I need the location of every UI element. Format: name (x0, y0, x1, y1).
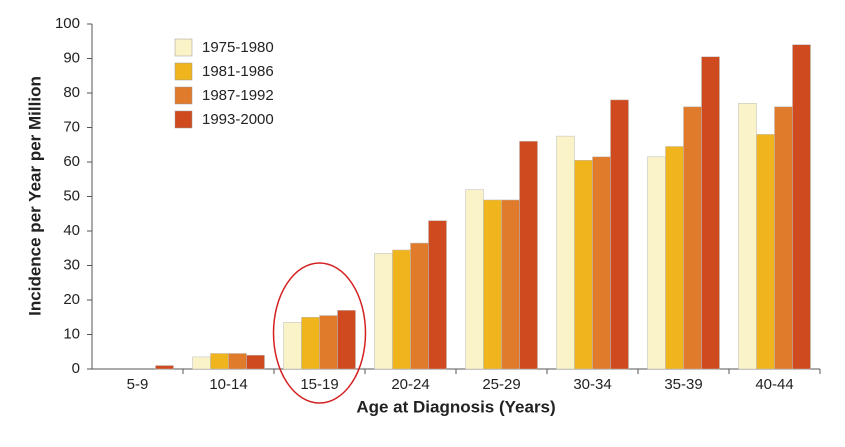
x-tick-label: 15-19 (300, 376, 338, 393)
bar (319, 315, 338, 370)
bar (610, 99, 629, 370)
y-tick-label: 100 (55, 15, 80, 32)
bar (556, 135, 575, 370)
x-tick-label: 10-14 (209, 376, 247, 393)
bar (210, 353, 229, 370)
bar (501, 199, 520, 370)
bar (774, 106, 793, 370)
legend-swatch (174, 38, 193, 57)
bar (665, 146, 684, 370)
bar (519, 141, 538, 370)
bar (155, 365, 174, 370)
legend-swatch (174, 110, 193, 129)
legend-swatch (174, 62, 193, 81)
x-tick-label: 25-29 (482, 376, 520, 393)
x-tick-label: 40-44 (755, 376, 793, 393)
x-tick-label: 35-39 (664, 376, 702, 393)
y-tick-label: 40 (63, 222, 80, 239)
bar (392, 249, 411, 370)
bar (283, 322, 302, 370)
x-axis-title: Age at Diagnosis (Years) (356, 397, 555, 416)
bar (428, 220, 447, 370)
y-tick-label: 50 (63, 187, 80, 204)
bar (792, 44, 811, 370)
bar (756, 134, 775, 370)
legend-label: 1987-1992 (202, 87, 274, 104)
legend-swatch (174, 86, 193, 105)
bar (647, 156, 666, 370)
bar (337, 310, 356, 370)
y-tick-label: 60 (63, 153, 80, 170)
legend-label: 1975-1980 (202, 39, 274, 56)
y-tick-label: 10 (63, 325, 80, 342)
bar (483, 199, 502, 370)
y-tick-label: 80 (63, 84, 80, 101)
bar (410, 242, 429, 370)
bar (574, 160, 593, 370)
y-tick-label: 90 (63, 49, 80, 66)
legend-label: 1981-1986 (202, 63, 274, 80)
bar (246, 354, 265, 370)
legend-label: 1993-2000 (202, 111, 274, 128)
bar (683, 106, 702, 370)
y-tick-label: 20 (63, 291, 80, 308)
x-tick-label: 30-34 (573, 376, 611, 393)
bar (738, 103, 757, 370)
bar (228, 353, 247, 370)
bar (465, 189, 484, 370)
highlight-ellipse (272, 262, 367, 404)
bar (701, 56, 720, 370)
x-tick-label: 5-9 (127, 376, 149, 393)
y-tick-label: 30 (63, 256, 80, 273)
bar (301, 317, 320, 370)
x-tick-label: 20-24 (391, 376, 429, 393)
y-tick-label: 0 (72, 360, 80, 377)
bar (592, 156, 611, 370)
bar (192, 356, 211, 370)
y-tick-label: 70 (63, 118, 80, 135)
bar (374, 253, 393, 370)
y-axis-title: Incidence per Year per Million (25, 76, 44, 316)
